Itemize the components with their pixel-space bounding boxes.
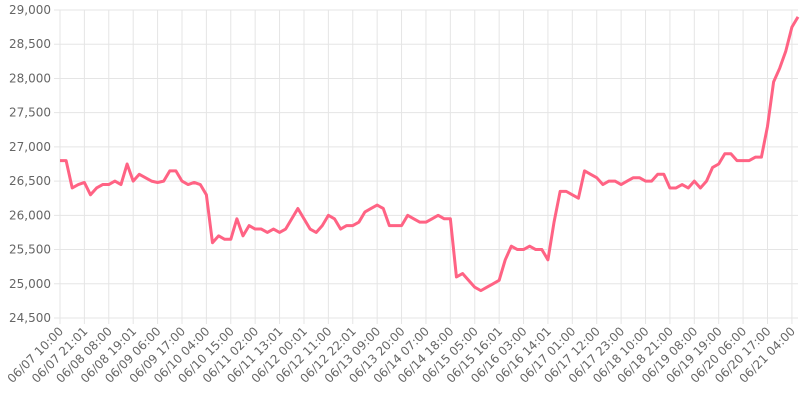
y-tick-label: 28,000 [9,71,51,85]
y-tick-label: 24,500 [9,311,51,325]
y-tick-label: 25,500 [9,243,51,257]
y-tick-label: 28,500 [9,37,51,51]
y-tick-label: 25,000 [9,277,51,291]
y-tick-label: 29,000 [9,3,51,17]
y-tick-label: 26,000 [9,208,51,222]
y-tick-label: 26,500 [9,174,51,188]
y-tick-label: 27,500 [9,106,51,120]
data-line [60,16,800,293]
y-tick-label: 27,000 [9,140,51,154]
